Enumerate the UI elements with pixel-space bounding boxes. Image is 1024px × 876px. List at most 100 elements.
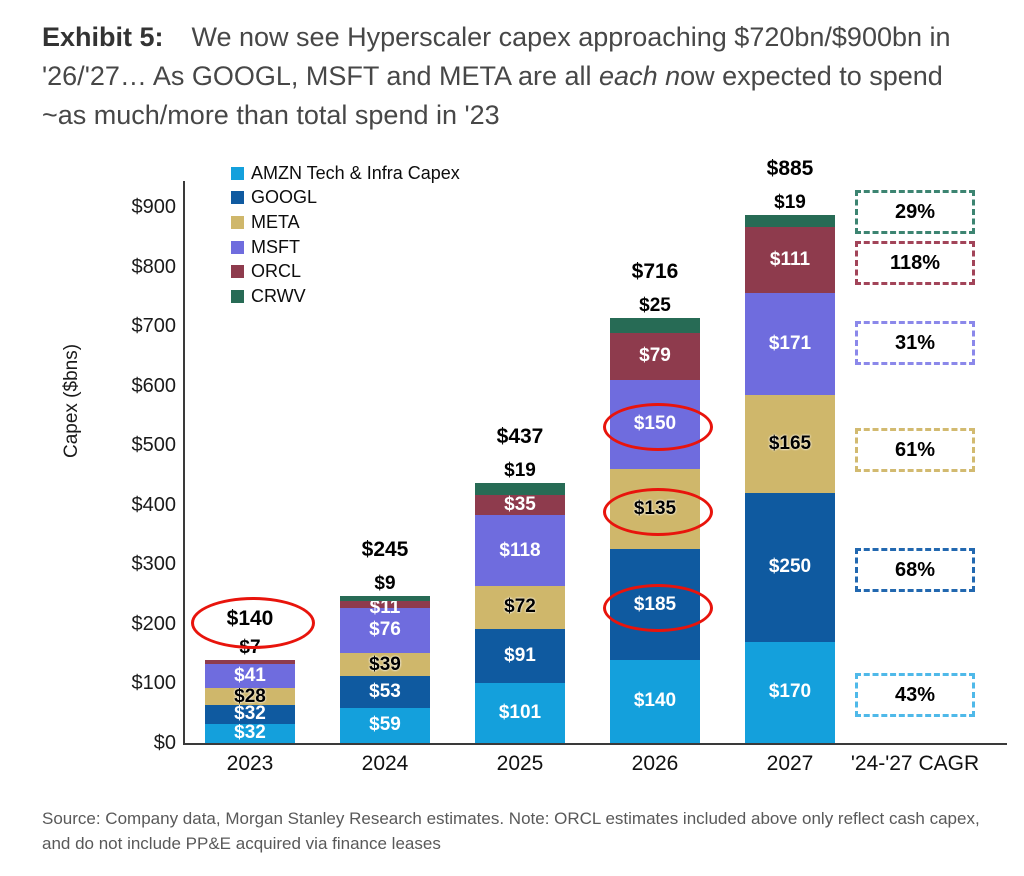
bar-segment-meta-2025 [475, 585, 565, 629]
legend-label: AMZN Tech & Infra Capex [251, 162, 460, 183]
bar-segment-msft-2027 [745, 292, 835, 395]
bar-segment-amzn-2027 [745, 641, 835, 743]
bar-segment-amzn-2024 [340, 707, 430, 743]
y-tick-label: $900 [131, 196, 177, 218]
red-circle-annotation [603, 488, 713, 537]
y-tick-label: $200 [131, 612, 177, 635]
bar-segment-amzn-2026 [610, 659, 700, 743]
legend-item-msft: MSFT [231, 235, 460, 260]
bar-segment-amzn-2025 [475, 682, 565, 743]
bar-total-2026: $716 [631, 259, 679, 283]
segment-label-2026: $79 [639, 345, 671, 367]
legend-swatch-icon [231, 240, 244, 254]
segment-label-2027: $250 [768, 556, 812, 578]
segment-label-2023: $32 [234, 722, 266, 744]
segment-label-2024: $76 [369, 619, 401, 641]
cagr-box-orcl: 118% [855, 241, 975, 285]
legend-label: CRWV [251, 285, 306, 306]
source-note: Source: Company data, Morgan Stanley Res… [42, 809, 980, 853]
x-axis-line [183, 743, 1007, 745]
cagr-box-crwv: 29% [855, 190, 975, 234]
legend-swatch-icon [231, 265, 244, 279]
bar-segment-crwv-2027 [745, 215, 835, 227]
x-tick-2025: 2025 [496, 752, 544, 775]
cagr-box-googl: 68% [855, 548, 975, 592]
bar-segment-amzn-2023 [205, 723, 295, 743]
bar-segment-msft-2023 [205, 663, 295, 689]
legend-swatch-icon [231, 191, 244, 205]
segment-label-2023: $41 [234, 665, 266, 686]
bar-segment-orcl-2024 [340, 601, 430, 608]
segment-label-2025: $35 [504, 494, 536, 516]
y-tick-label: $0 [153, 732, 176, 754]
red-circle-annotation [603, 403, 713, 452]
y-tick-label: $100 [131, 672, 177, 695]
y-tick-label: $400 [131, 493, 177, 516]
bar-segment-meta-2027 [745, 394, 835, 493]
segment-label-2025: $118 [499, 539, 541, 561]
bar-segment-orcl-2023 [205, 659, 295, 664]
segment-label-2027: $165 [768, 432, 812, 454]
y-tick-label: $300 [131, 553, 177, 576]
x-tick-cagr: '24-'27 CAGR [850, 752, 980, 775]
legend-swatch-icon [231, 166, 244, 180]
legend-item-meta: META [231, 210, 460, 235]
x-tick-2027: 2027 [766, 752, 814, 775]
y-tick-label: $600 [131, 374, 177, 397]
bar-segment-msft-2024 [340, 607, 430, 654]
bar-segment-crwv-2025 [475, 483, 565, 495]
bar-segment-crwv-2026 [610, 317, 700, 333]
legend-label: MSFT [251, 236, 300, 257]
segment-label-2023: $32 [234, 703, 266, 725]
segment-label-2023: $28 [234, 685, 266, 707]
x-tick-2026: 2026 [631, 752, 679, 775]
bar-segment-crwv-2024 [340, 595, 430, 602]
segment-label-2026: $140 [633, 690, 677, 712]
segment-label-above-2027: $19 [774, 192, 806, 214]
segment-label-2025: $91 [504, 644, 536, 666]
cagr-box-msft: 31% [855, 321, 975, 365]
bar-segment-googl-2023 [205, 704, 295, 724]
segment-label-2024: $11 [369, 596, 401, 618]
bar-segment-meta-2023 [205, 688, 295, 705]
segment-label-above-2025: $19 [504, 460, 536, 482]
legend-label: ORCL [251, 261, 302, 282]
y-axis-line [183, 181, 185, 745]
cagr-box-meta: 61% [855, 428, 975, 472]
red-circle-annotation [191, 596, 315, 649]
cagr-box-amzn: 43% [855, 673, 975, 717]
segment-label-2025: $101 [498, 701, 542, 723]
segment-label-2027: $111 [769, 248, 811, 270]
legend-item-orcl: ORCL [231, 259, 460, 284]
x-tick-2023: 2023 [226, 752, 274, 775]
bar-segment-orcl-2025 [475, 494, 565, 516]
exhibit-title-text: We now see Hyperscaler capex approaching… [42, 22, 951, 91]
segment-label-2024: $39 [369, 653, 401, 675]
y-tick-label: $700 [131, 315, 177, 338]
exhibit-number: Exhibit 5: [42, 22, 164, 52]
exhibit-title-tail: ow expected to spend ~as much/more than … [42, 61, 943, 130]
red-circle-annotation [603, 583, 713, 632]
exhibit-title-italic: each n [599, 61, 681, 91]
legend-item-amzn: AMZN Tech & Infra Capex [231, 161, 460, 186]
y-tick-label: $500 [131, 434, 177, 457]
segment-label-2025: $72 [504, 596, 536, 618]
bar-segment-msft-2025 [475, 515, 565, 586]
bar-total-2024: $245 [361, 537, 409, 561]
y-axis-title: Capex ($bns) [61, 343, 82, 459]
segment-label-2027: $171 [768, 332, 812, 354]
bar-segment-googl-2025 [475, 628, 565, 683]
bar-segment-googl-2027 [745, 492, 835, 642]
exhibit-title: Exhibit 5: We now see Hyperscaler capex a… [42, 18, 994, 135]
legend-item-crwv: CRWV [231, 284, 460, 309]
legend-label: META [251, 211, 300, 232]
bar-segment-googl-2024 [340, 676, 430, 708]
legend-swatch-icon [231, 215, 244, 229]
bar-total-2027: $885 [766, 157, 814, 181]
segment-label-above-2024: $9 [374, 572, 396, 594]
legend: AMZN Tech & Infra Capex GOOGL META MSFT ORCL… [231, 161, 460, 309]
bar-segment-orcl-2027 [745, 226, 835, 293]
segment-label-2024: $59 [369, 714, 401, 736]
bar-segment-orcl-2026 [610, 332, 700, 380]
